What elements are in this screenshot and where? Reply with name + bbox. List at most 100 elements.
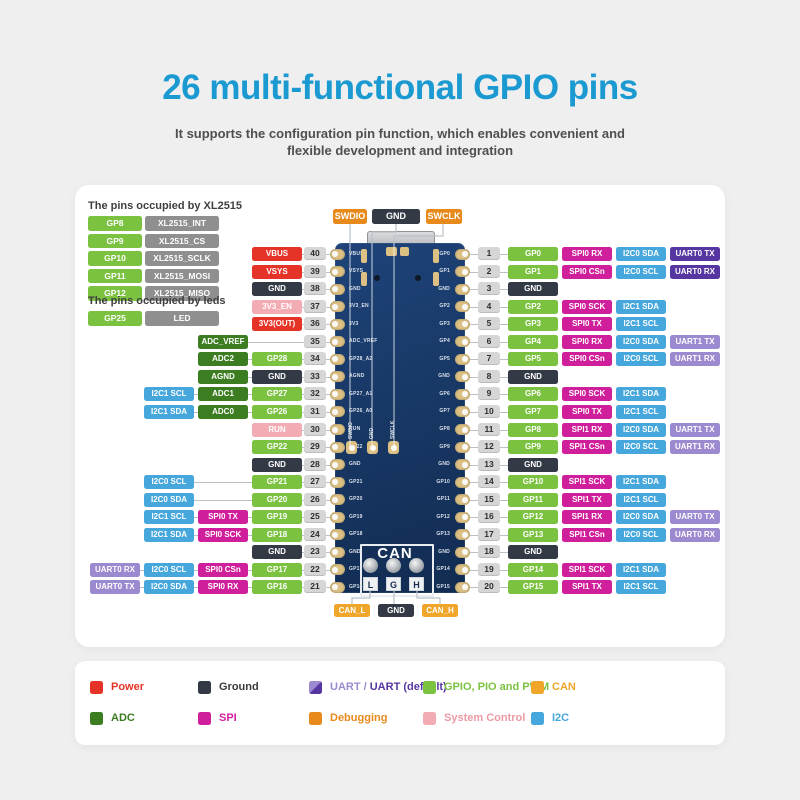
pad-hole (348, 444, 355, 451)
silk-label-left: GP21 (349, 478, 363, 485)
silk-label-left: GND (349, 285, 361, 292)
pad-hole (390, 444, 397, 451)
pin-number-badge: 35 (304, 334, 326, 348)
through-hole-pad (330, 564, 345, 576)
pin-chip: SPI0 CSn (562, 264, 612, 279)
pin-chip: I2C1 SCL (616, 404, 666, 419)
through-hole-pad (330, 441, 345, 453)
pin-number-badge: 29 (304, 440, 326, 454)
pin-chip: UART0 RX (90, 562, 140, 577)
pin-chip: GP20 (252, 492, 302, 507)
silk-label-left: GND (349, 548, 361, 555)
legend-swatch-can (531, 681, 544, 694)
through-hole-pad (330, 459, 345, 471)
edge-pad (433, 272, 439, 286)
board-via (374, 275, 380, 281)
pin-number-badge: 10 (478, 404, 500, 418)
pin-chip: UART1 RX (670, 440, 720, 455)
pin-chip: I2C1 SCL (144, 510, 194, 525)
pad-hole (332, 391, 338, 398)
pin-chip: GP1 (508, 264, 558, 279)
pin-chip: GP27 (252, 387, 302, 402)
through-hole-pad (455, 336, 470, 348)
legend-label: GPIO, PIO and PWM (444, 681, 550, 693)
pin-chip: 3V3_EN (252, 299, 302, 314)
legend-swatch-i2c (531, 712, 544, 725)
pin-number-badge: 8 (478, 369, 500, 383)
pin-number-badge: 23 (304, 545, 326, 559)
pin-chip: GP8 (508, 422, 558, 437)
legend-swatch-sysctl (423, 712, 436, 725)
occupied-pin-chip: GP8 (88, 216, 142, 231)
bottom-can-label: CAN_L (334, 604, 370, 617)
edge-pad (361, 272, 367, 286)
silk-label-left: ADC_VREF (349, 338, 378, 345)
pin-number-badge: 28 (304, 457, 326, 471)
silk-label-right: GP15 (436, 583, 450, 590)
legend-swatch-gpio (423, 681, 436, 694)
pin-chip: GND (508, 282, 558, 297)
pin-chip: GP13 (508, 527, 558, 542)
debug-pad (388, 441, 399, 454)
board-via (415, 275, 421, 281)
through-hole-pad (330, 581, 345, 593)
silk-label-right: GND (438, 461, 450, 468)
pad-hole (332, 303, 338, 310)
pad-hole (332, 461, 338, 468)
silk-label-right: GP0 (439, 250, 450, 257)
pin-number-badge: 26 (304, 492, 326, 506)
silk-label-right: GP13 (436, 531, 450, 538)
pad-hole (462, 268, 468, 275)
edge-pad (361, 249, 367, 263)
pad-hole (332, 479, 338, 486)
pin-chip: UART1 RX (670, 352, 720, 367)
legend-label: I2C (552, 712, 570, 724)
pad-hole (332, 338, 338, 345)
pin-chip: I2C1 SCL (616, 492, 666, 507)
through-hole-pad (330, 353, 345, 365)
pad-hole (462, 584, 468, 591)
pad-hole (332, 549, 338, 556)
pin-number-badge: 24 (304, 527, 326, 541)
pin-chip: GP4 (508, 334, 558, 349)
pin-chip: I2C1 SCL (144, 387, 194, 402)
pin-chip: I2C0 SCL (616, 352, 666, 367)
pin-number-badge: 39 (304, 264, 326, 278)
through-hole-pad (455, 248, 470, 260)
pin-chip: GP9 (508, 440, 558, 455)
occupied-pin-chip: GP9 (88, 233, 142, 248)
bottom-can-label: CAN_H (422, 604, 458, 617)
pin-chip: UART1 TX (670, 422, 720, 437)
can-terminal-label: H (409, 577, 424, 591)
leader-line (198, 341, 345, 343)
pin-chip: I2C0 SDA (144, 492, 194, 507)
through-hole-pad (455, 406, 470, 418)
pad-hole (332, 514, 338, 521)
pin-number-badge: 25 (304, 510, 326, 524)
pin-chip: GP3 (508, 317, 558, 332)
pin-number-badge: 4 (478, 299, 500, 313)
pin-chip: I2C1 SDA (616, 299, 666, 314)
pin-chip: GND (508, 457, 558, 472)
silk-label-left: VBUS (349, 250, 364, 257)
pin-number-badge: 21 (304, 580, 326, 594)
pin-chip: GP11 (508, 492, 558, 507)
pin-number-badge: 14 (478, 475, 500, 489)
pin-chip: GP22 (252, 440, 302, 455)
pad-hole (332, 356, 338, 363)
pin-number-badge: 17 (478, 527, 500, 541)
can-terminal-label: L (363, 577, 378, 591)
through-hole-pad (455, 546, 470, 558)
legend-swatch-adc (90, 712, 103, 725)
debug-pad (346, 441, 357, 454)
legend-label: Power (111, 681, 145, 693)
pin-number-badge: 11 (478, 422, 500, 436)
pad-hole (332, 251, 338, 257)
legend-swatch-debug (309, 712, 322, 725)
pin-chip: I2C0 SCL (616, 440, 666, 455)
pin-number-badge: 13 (478, 457, 500, 471)
debug-pad-label: SWDIO (348, 422, 354, 439)
silk-label-right: GP3 (439, 320, 450, 327)
pin-chip: GP28 (252, 352, 302, 367)
pin-number-badge: 31 (304, 404, 326, 418)
